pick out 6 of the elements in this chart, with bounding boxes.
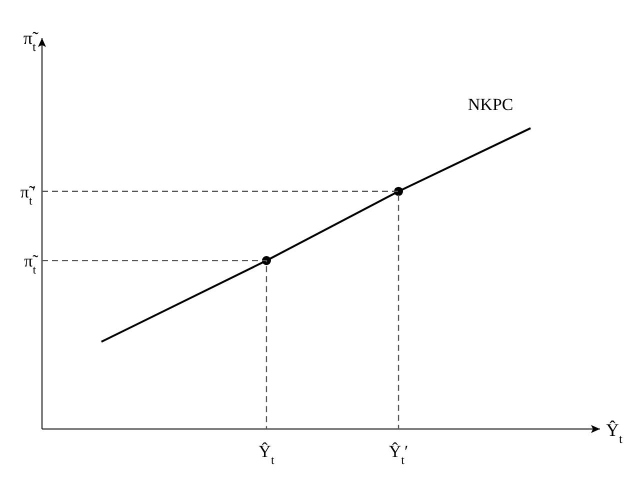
text: π̃$_{t}$ <box>24 252 39 277</box>
y-axis-title: π̃$_{t}$ <box>23 28 38 54</box>
text: π̃$_{t}$′ <box>20 182 36 208</box>
series-label: NKPC <box>468 95 514 114</box>
x-axis-title: Ŷ$_{t}$ <box>606 420 623 446</box>
x-tick-label: Ŷ$_{t}$′ <box>388 442 408 467</box>
